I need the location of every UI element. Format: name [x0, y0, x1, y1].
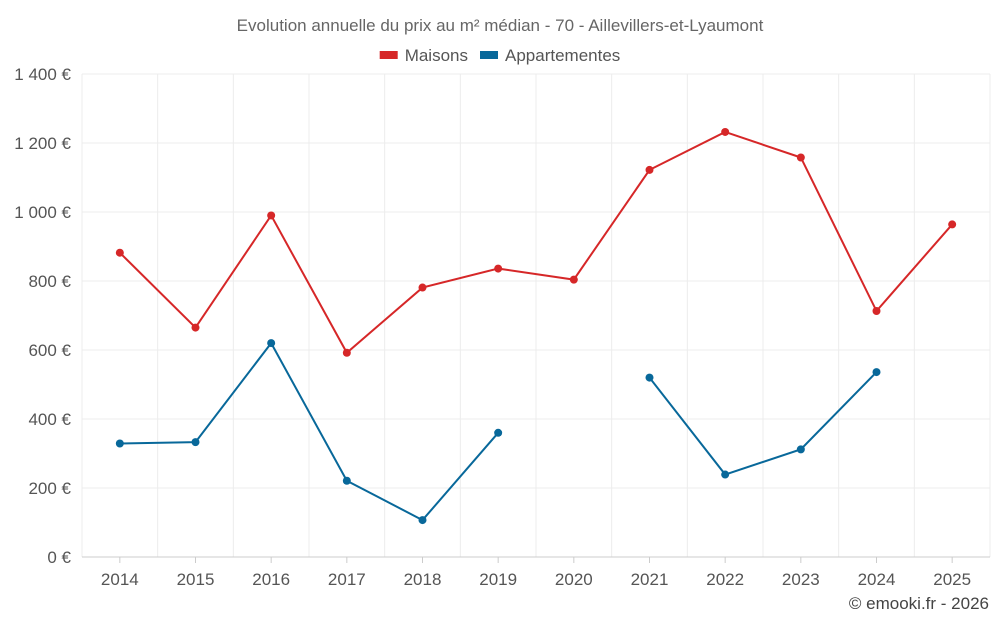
legend-label: Appartementes [505, 46, 620, 65]
y-tick-label: 800 € [28, 272, 71, 291]
legend-swatch [379, 51, 398, 59]
data-point[interactable] [721, 470, 730, 479]
x-tick-label: 2016 [252, 570, 290, 589]
series-appartementes [115, 339, 881, 525]
data-point[interactable] [872, 368, 881, 377]
data-point[interactable] [267, 339, 276, 348]
x-tick-label: 2024 [858, 570, 896, 589]
data-point[interactable] [115, 248, 124, 257]
data-point[interactable] [948, 220, 957, 229]
series-maisons [115, 127, 957, 357]
data-point[interactable] [267, 211, 276, 220]
legend-item-appartementes[interactable]: Appartementes [480, 46, 620, 65]
data-point[interactable] [191, 438, 200, 447]
data-point[interactable] [418, 516, 427, 525]
y-tick-label: 400 € [28, 410, 71, 429]
y-tick-label: 1 000 € [14, 203, 71, 222]
data-point[interactable] [872, 307, 881, 316]
gridlines [81, 73, 991, 558]
x-tick-label: 2014 [101, 570, 139, 589]
y-tick-label: 0 € [47, 548, 71, 567]
x-axis: 2014 2015 2016 2017 2018 2019 2020 2021 2022 2023… [101, 557, 971, 589]
x-tick-label: 2019 [479, 570, 517, 589]
data-point[interactable] [645, 165, 654, 174]
x-tick-label: 2017 [328, 570, 366, 589]
x-tick-label: 2018 [404, 570, 442, 589]
data-point[interactable] [796, 445, 805, 454]
data-point[interactable] [645, 373, 654, 382]
data-point[interactable] [494, 428, 503, 437]
x-tick-label: 2020 [555, 570, 593, 589]
data-point[interactable] [342, 476, 351, 485]
y-tick-label: 600 € [28, 341, 71, 360]
data-point[interactable] [796, 153, 805, 162]
x-tick-label: 2023 [782, 570, 820, 589]
x-tick-label: 2015 [177, 570, 215, 589]
series-layer [115, 127, 957, 525]
credit-text: © emooki.fr - 2026 [849, 594, 989, 613]
series-line [119, 130, 953, 355]
legend: Maisons Appartementes [379, 46, 620, 65]
data-point[interactable] [191, 323, 200, 332]
x-tick-label: 2025 [933, 570, 971, 589]
chart-title: Evolution annuelle du prix au m² médian … [237, 16, 764, 35]
legend-item-maisons[interactable]: Maisons [379, 46, 468, 65]
y-tick-label: 1 200 € [14, 134, 71, 153]
data-point[interactable] [342, 348, 351, 357]
data-point[interactable] [494, 264, 503, 273]
y-tick-label: 200 € [28, 479, 71, 498]
y-axis: 0 € 200 € 400 € 600 € 800 € 1 000 € 1 200 € 1 4… [14, 65, 71, 567]
data-point[interactable] [418, 283, 427, 292]
legend-label: Maisons [405, 46, 468, 65]
legend-swatch [480, 51, 499, 59]
x-tick-label: 2022 [706, 570, 744, 589]
series-line [119, 341, 878, 522]
data-point[interactable] [569, 275, 578, 284]
x-tick-label: 2021 [631, 570, 669, 589]
data-point[interactable] [721, 127, 730, 136]
y-tick-label: 1 400 € [14, 65, 71, 84]
data-point[interactable] [115, 439, 124, 448]
